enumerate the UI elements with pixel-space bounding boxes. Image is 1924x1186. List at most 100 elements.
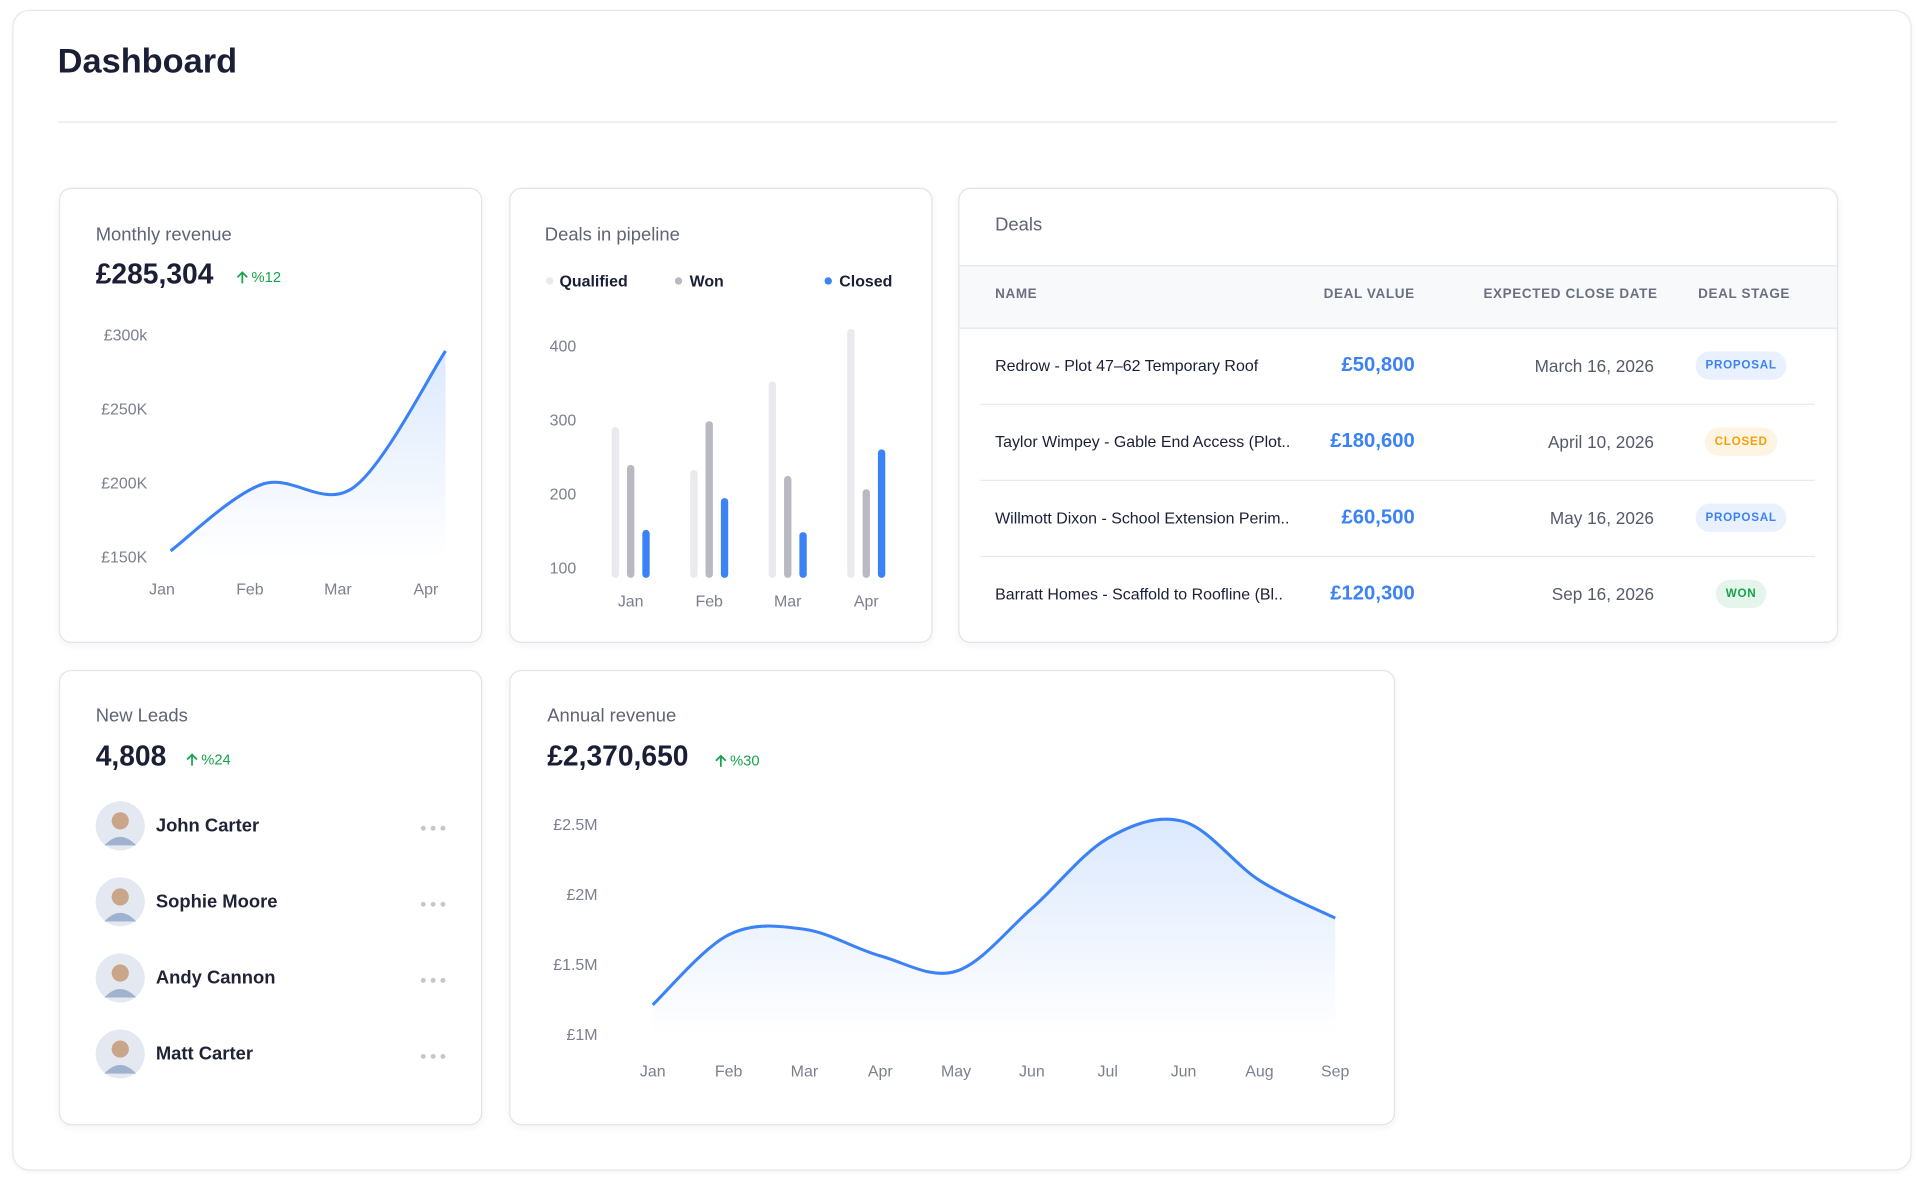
bar-chart: 400 300 200 100 Qualified Won Closed Jan Feb Mar A… [546,273,892,611]
y-tick-label: 300 [550,412,577,429]
deal-value: £60,500 [1341,506,1415,529]
y-tick-label: £2M [567,887,598,904]
card-title: New Leads [95,705,188,727]
dot [430,825,436,831]
more-menu[interactable] [420,977,447,984]
line [169,350,447,553]
change-value: %30 [730,752,760,770]
deal-value: £180,600 [1330,430,1415,453]
dot [420,977,426,983]
deal-name: Redrow - Plot 47–62 Temporary Roof [995,356,1259,375]
area [170,351,446,559]
more-menu[interactable] [420,825,447,832]
y-tick-label: £1.5M [553,957,597,974]
avatar [95,1029,145,1079]
up-arrow [715,754,727,767]
close-date: Sep 16, 2026 [1551,584,1654,604]
area [652,819,1336,1036]
x-tick-label: Jun [1171,1064,1197,1081]
dot [430,901,436,907]
dot [430,1053,436,1059]
stage-badge: PROPOSAL [1695,351,1787,380]
row-separator [980,555,1815,558]
deals-card: Deals NAME DEAL VALUE EXPECTED CLOSE DATE D… [958,187,1839,643]
avatar-head [111,812,129,830]
avatar-body [104,1065,137,1074]
leads-card: New Leads 4,808 %24 John Carter Sophie Mo… [58,669,483,1126]
lead-name: Sophie Moore [155,891,278,913]
column-header: DEAL STAGE [1698,287,1791,302]
close-date: March 16, 2026 [1534,355,1654,376]
y-tick-label: £2.5M [553,817,597,834]
change: %12 [236,269,281,286]
y-tick-label: £1M [567,1027,598,1044]
x-tick-label: Mar [324,581,352,598]
column-header: NAME [995,287,1038,302]
y-tick-label: £200K [101,475,147,492]
avatar-body [104,836,137,846]
deal-value: £120,300 [1330,582,1415,605]
row-separator [980,479,1815,481]
legend-label: Won [690,273,724,290]
avatar-body [104,912,137,922]
headline-value: £285,304 [95,257,214,290]
bar [611,427,620,578]
card-title: Deals [995,214,1043,236]
legend-dot [674,277,683,285]
lead-name: Andy Cannon [155,967,276,989]
change-value: %24 [201,750,231,769]
headline-value: 4,808 [95,739,167,772]
x-tick-label: Feb [695,594,723,611]
x-tick-label: Apr [854,594,879,611]
x-tick-label: Sep [1321,1064,1349,1081]
more-menu[interactable] [420,1053,447,1060]
avatar-head [111,964,129,982]
card-title: Deals in pipeline [544,224,680,246]
annual-revenue-card: Annual revenue £2,370,650 %30 £2.5M £2M £1… [509,669,1396,1126]
up-arrow [236,270,248,283]
x-tick-label: Feb [715,1064,743,1081]
bar [799,532,807,578]
column-header: DEAL VALUE [1323,287,1415,302]
change-value: %12 [251,268,282,286]
avatar [95,877,145,927]
stage-badge: PROPOSAL [1695,503,1787,532]
bar [784,475,792,578]
frame [12,9,1912,1171]
x-tick-label: Mar [791,1064,819,1081]
more-menu[interactable] [420,901,447,908]
x-tick-label: Feb [236,581,264,598]
bar [862,489,870,578]
deal-value: £50,800 [1341,353,1415,377]
divider [57,121,1837,123]
x-tick-label: Jan [640,1064,666,1081]
line-chart: £2.5M £2M £1.5M £1M Jan Feb Mar Apr May Jun Jul Jun… [553,817,1349,1081]
bar [642,529,650,578]
bar [768,381,777,578]
column-header: EXPECTED CLOSE DATE [1483,287,1658,302]
avatar-head [111,1040,129,1058]
avatar-head [111,888,129,906]
dot [440,901,446,907]
deal-name: Taylor Wimpey - Gable End Access (Plot.. [995,432,1291,451]
avatar [95,801,145,851]
bar [690,470,698,578]
bar [705,421,713,578]
legend-label: Qualified [560,273,628,290]
headline-value: £2,370,650 [547,739,689,772]
x-tick-label: Aug [1245,1064,1273,1081]
bar [877,449,886,578]
x-tick-label: Mar [774,594,802,611]
dot [420,825,426,831]
bar [626,464,635,578]
table-header [959,265,1837,329]
y-tick-label: 100 [550,560,577,577]
close-date: April 10, 2026 [1547,431,1654,452]
x-tick-label: Jul [1098,1064,1118,1081]
y-tick-label: £300k [104,327,147,344]
deal-name: Willmott Dixon - School Extension Perim.… [995,508,1290,527]
page-title: Dashboard [57,41,238,80]
lead-name: John Carter [155,815,260,837]
